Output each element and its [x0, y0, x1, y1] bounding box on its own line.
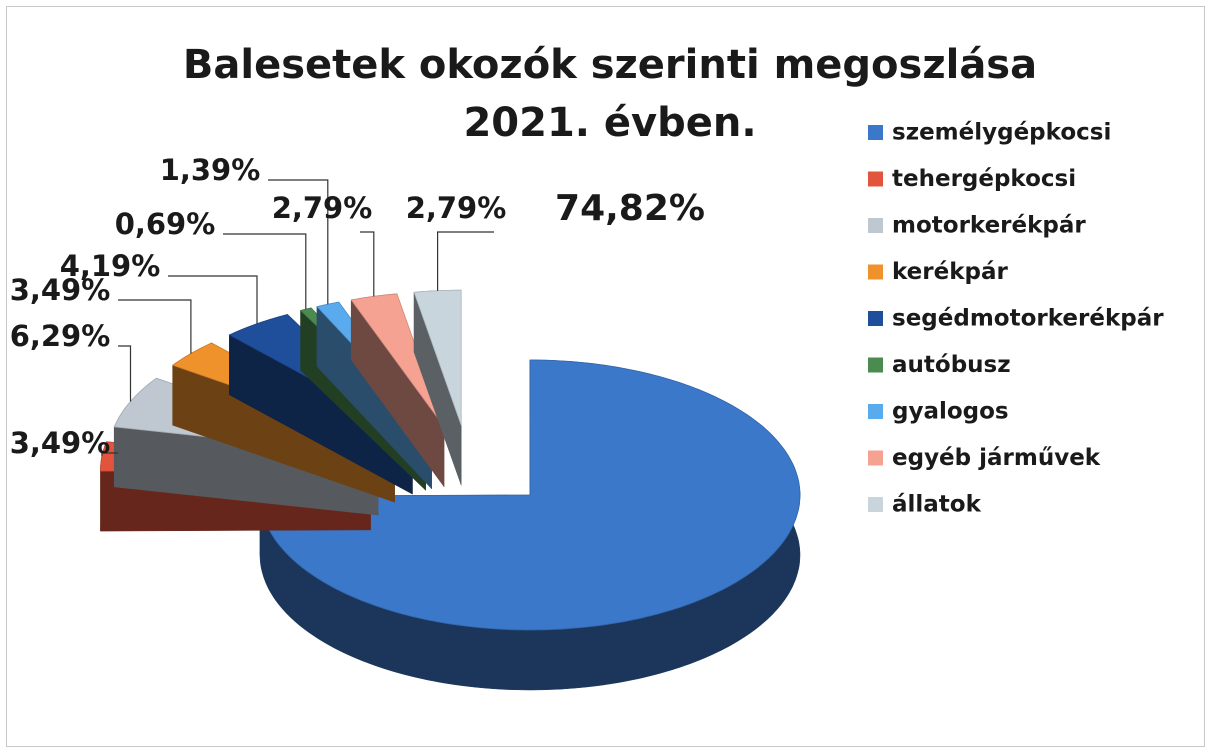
legend-label: tehergépkocsi: [892, 166, 1076, 192]
legend-label: állatok: [892, 492, 982, 518]
legend-label: kerékpár: [892, 259, 1008, 285]
chart-frame: [6, 6, 1205, 747]
legend-label: személygépkocsi: [892, 120, 1111, 146]
data-label: 74,82%: [555, 188, 705, 229]
legend-swatch: [868, 497, 883, 512]
data-label: 4,19%: [60, 249, 161, 283]
chart-title: Balesetek okozók szerinti megoszlása 202…: [182, 42, 1038, 146]
data-label: 2,79%: [272, 191, 373, 225]
leader-line: [268, 179, 329, 305]
legend-swatch: [868, 171, 883, 187]
legend-swatch: [868, 218, 883, 233]
legend-label: egyéb járművek: [892, 445, 1101, 471]
leader-line: [360, 231, 375, 297]
legend-swatch: [868, 404, 883, 419]
leader-line: [118, 345, 132, 402]
legend-label: motorkerékpár: [892, 213, 1086, 239]
legend-swatch: [868, 450, 883, 466]
legend-label: segédmotorkerékpár: [892, 306, 1164, 332]
leader-line: [168, 275, 258, 324]
legend-label: gyalogos: [892, 399, 1009, 425]
leader-line: [223, 233, 307, 310]
data-label: 0,69%: [115, 207, 216, 241]
legend-label: autóbusz: [892, 352, 1011, 378]
slice: [259, 359, 801, 631]
data-label: 3,49%: [10, 426, 111, 460]
legend-swatch: [868, 125, 883, 140]
data-label: 3,49%: [10, 273, 111, 307]
data-label: 1,39%: [160, 153, 261, 187]
data-label: 6,29%: [10, 319, 111, 353]
legend-swatch: [868, 264, 883, 280]
leader-line: [101, 452, 118, 457]
legend-swatch: [868, 311, 883, 326]
legend-swatch: [868, 357, 883, 373]
leader-line: [437, 231, 494, 291]
data-label: 2,79%: [406, 191, 507, 225]
leader-line: [118, 299, 192, 354]
